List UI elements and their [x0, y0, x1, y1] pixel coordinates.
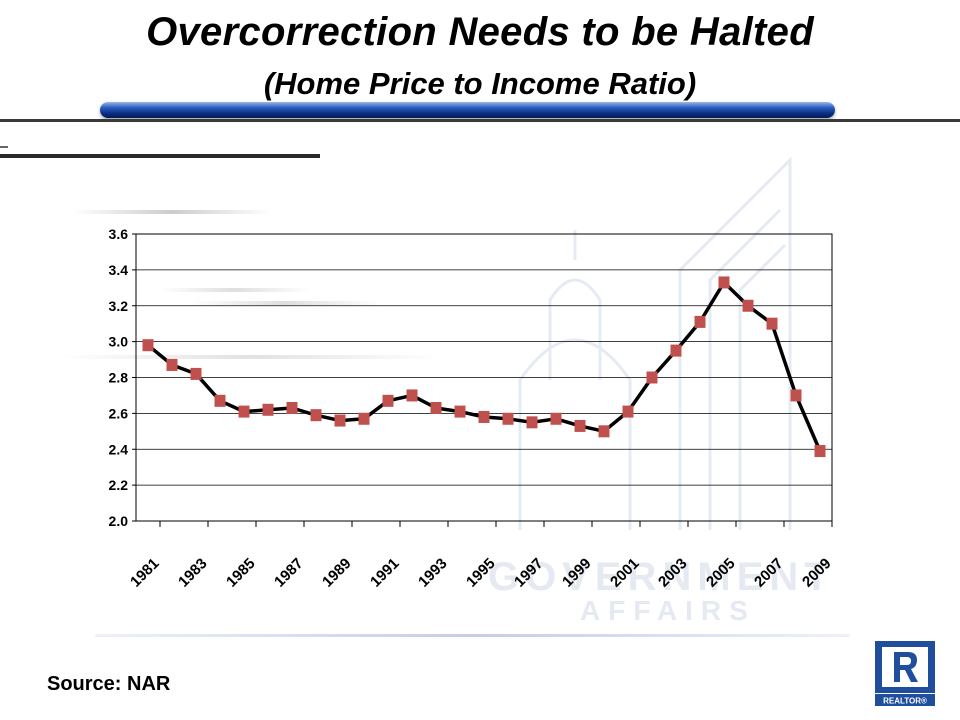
- data-point: [598, 425, 610, 438]
- data-point: [286, 401, 298, 414]
- x-tick-label: 2001: [607, 555, 643, 591]
- data-point: [262, 403, 274, 416]
- y-tick-label: 2.8: [109, 370, 129, 386]
- data-point: [574, 419, 586, 432]
- realtor-logo-icon: REALTOR®: [875, 641, 935, 706]
- data-point: [190, 367, 202, 380]
- capitol-watermark-icon: [518, 156, 792, 530]
- data-point: [406, 389, 418, 402]
- divider-line: [0, 119, 960, 122]
- decorative-streak: [190, 301, 380, 305]
- data-point: [742, 299, 754, 312]
- y-tick-label: 3.4: [109, 262, 129, 278]
- x-tick-label: 1983: [175, 555, 211, 591]
- data-point: [526, 416, 538, 429]
- data-point: [646, 371, 658, 384]
- decorative-streak: [60, 355, 440, 359]
- data-point: [310, 409, 322, 422]
- x-tick-label: 2003: [655, 555, 691, 591]
- y-tick-label: 2.2: [109, 477, 129, 493]
- data-point: [790, 389, 802, 402]
- x-tick-label: 1981: [127, 555, 163, 591]
- y-tick-label: 2.0: [109, 513, 129, 529]
- x-tick-label: 1989: [319, 555, 355, 591]
- x-tick-label: 1987: [271, 555, 307, 591]
- title-underline-bar: [100, 102, 835, 118]
- decorative-streak: [160, 288, 310, 292]
- data-point: [382, 394, 394, 407]
- data-point: [502, 412, 514, 425]
- data-point: [766, 317, 778, 330]
- decorative-streak: [72, 210, 272, 214]
- data-point: [550, 412, 562, 425]
- x-tick-label: 2005: [703, 555, 739, 591]
- data-point: [238, 405, 250, 418]
- y-tick-label: 3.2: [109, 298, 129, 314]
- y-tick-label: 2.6: [109, 405, 129, 421]
- watermark-text: AFFAIRS: [580, 595, 756, 626]
- data-point: [430, 401, 442, 414]
- data-point: [214, 394, 226, 407]
- y-tick-label: 3.0: [109, 334, 129, 350]
- data-point: [166, 358, 178, 371]
- x-tick-label: 1999: [559, 555, 595, 591]
- data-point: [814, 445, 826, 458]
- x-tick-label: 2007: [751, 555, 787, 591]
- x-tick-label: 2009: [799, 555, 835, 591]
- series-line: [146, 280, 822, 452]
- data-point: [334, 414, 346, 427]
- x-tick-label: 1997: [511, 555, 547, 591]
- decorative-streak: [95, 634, 850, 637]
- source-note: Source: NAR: [47, 673, 171, 695]
- data-point: [142, 339, 154, 352]
- data-point: [358, 412, 370, 425]
- data-point: [478, 410, 490, 423]
- y-tick-label: 2.4: [109, 441, 129, 457]
- data-point: [694, 315, 706, 328]
- x-tick-label: 1995: [463, 555, 499, 591]
- data-point: [454, 405, 466, 418]
- data-point: [670, 344, 682, 357]
- slide-title: Overcorrection Needs to be Halted: [146, 10, 814, 54]
- x-tick-label: 1993: [415, 555, 451, 591]
- watermark-text: GOVERNMENT: [488, 555, 835, 599]
- x-tick-label: 1985: [223, 555, 259, 591]
- data-point: [622, 405, 634, 418]
- x-tick-label: 1991: [367, 555, 403, 591]
- y-tick-label: 3.6: [109, 226, 129, 242]
- slide-subtitle: (Home Price to Income Ratio): [263, 66, 697, 101]
- data-point: [718, 276, 730, 289]
- divider-line-short: [0, 146, 320, 158]
- logo-text: REALTOR®: [883, 697, 927, 706]
